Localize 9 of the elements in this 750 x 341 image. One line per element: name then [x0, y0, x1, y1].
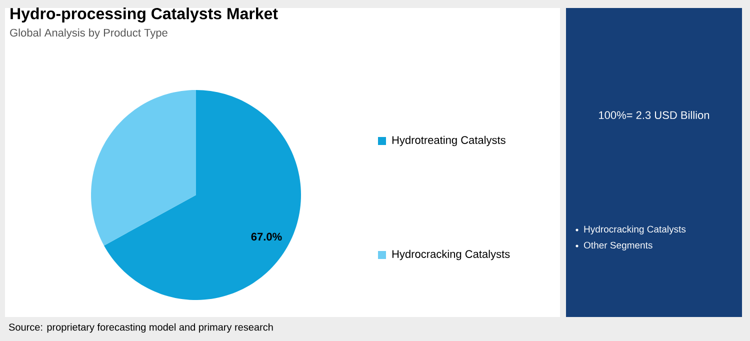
source-note: Source: proprietary forecasting model and primary research: [8, 323, 273, 333]
text: 100%= 2.3 USD Billion: [599, 110, 710, 120]
chart-title: Hydro-processing Catalysts Market: [10, 8, 278, 23]
text: Hydrocracking Catalysts: [584, 226, 686, 234]
chart-subtitle: Global Analysis by Product Type: [10, 28, 168, 39]
legend-label: Hydrotreating Catalysts: [392, 136, 506, 146]
data-label: 67.0%: [251, 232, 282, 241]
text: Other Segments: [584, 242, 652, 250]
legend-label: Hydrocracking Catalysts: [392, 250, 510, 260]
